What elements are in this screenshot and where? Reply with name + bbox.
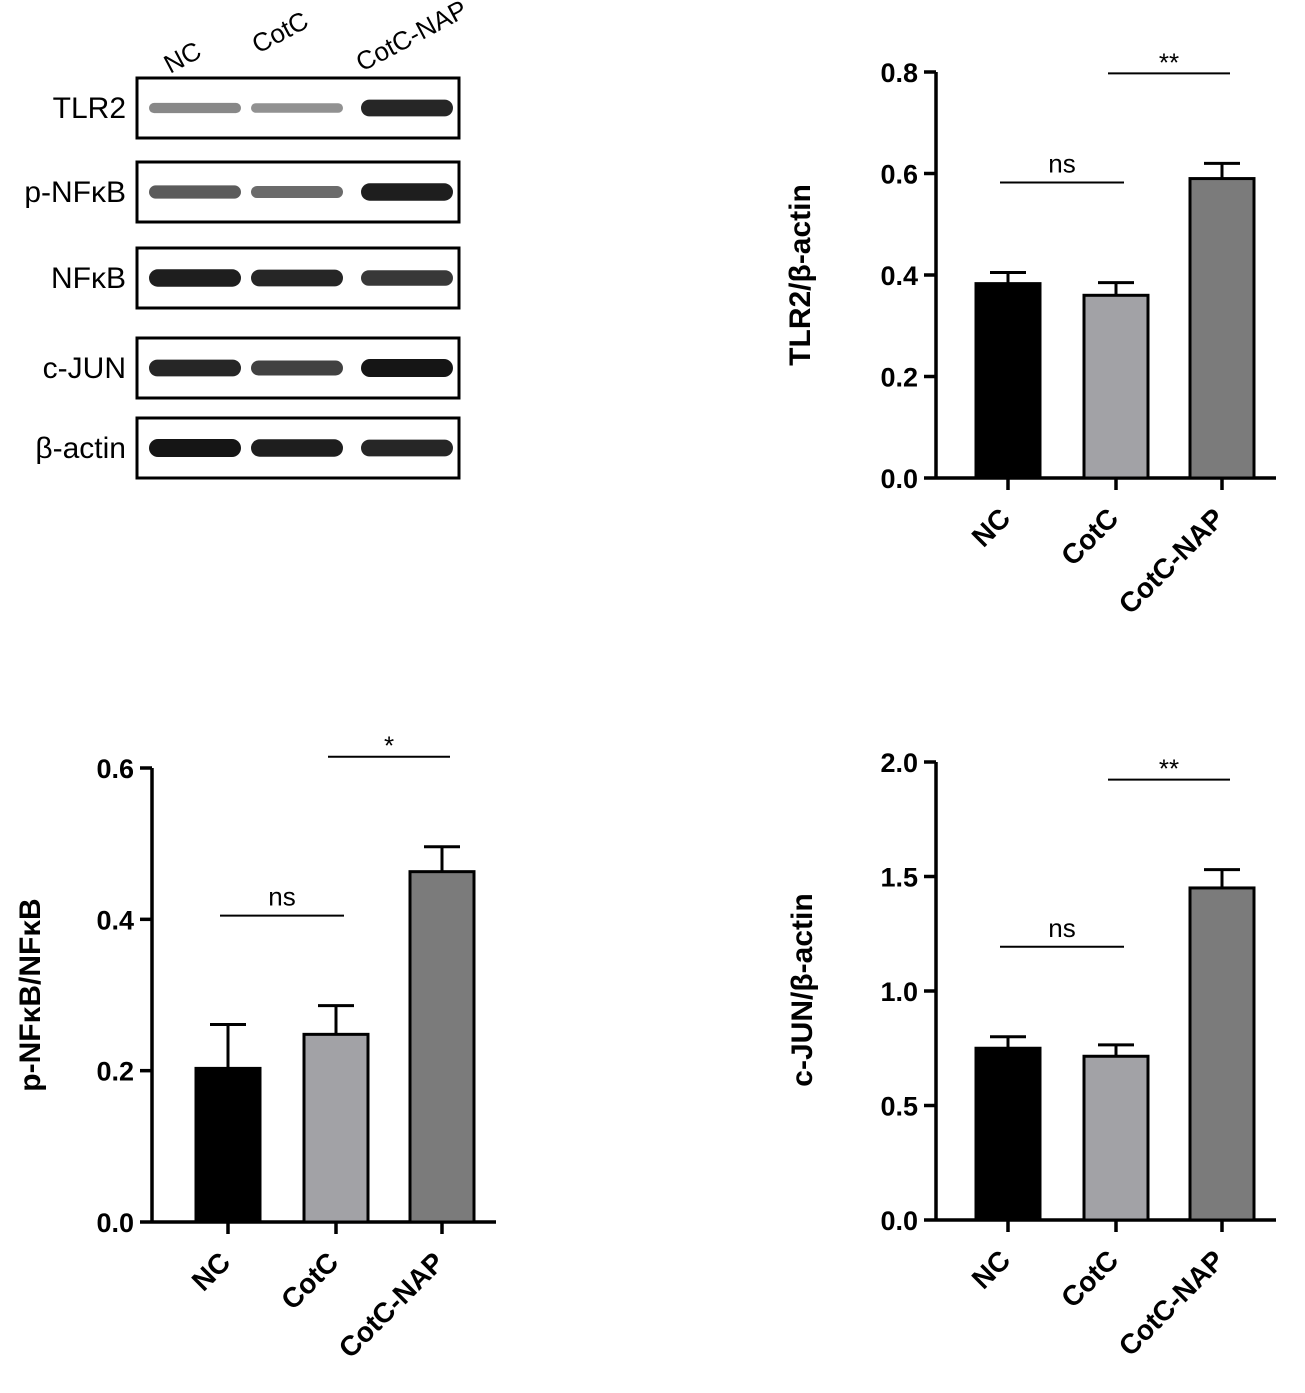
bar-cotc-nap <box>1188 886 1256 1222</box>
wb-band <box>149 359 241 377</box>
western-blot-panel: NC CotC CotC-NAP TLR2 p-NFκB NFκB c-JUN β-actin <box>24 0 472 480</box>
y-tick-label: 0.6 <box>880 160 918 190</box>
x-tick-label-nc: NC <box>966 1244 1017 1295</box>
y-tick-label: 2.0 <box>880 748 918 778</box>
wb-row-label-nf-b: NFκB <box>51 262 126 295</box>
y-axis-title: c-JUN/β-actin <box>786 893 819 1086</box>
y-axis-title: TLR2/β-actin <box>784 184 817 366</box>
y-tick-label: 0.2 <box>96 1057 134 1087</box>
x-tick-label-cotc: CotC <box>275 1246 344 1315</box>
wb-band <box>361 99 453 117</box>
bar-nc <box>974 1046 1042 1222</box>
x-tick-label-cotc-nap: CotC-NAP <box>1113 502 1231 620</box>
bar-nc <box>194 1066 262 1224</box>
x-tick-label-cotc: CotC <box>1055 502 1124 571</box>
bar-nc <box>974 282 1042 480</box>
significance-label: * <box>384 731 394 761</box>
significance-label: ** <box>1159 47 1179 77</box>
bar-cotc-nap <box>408 870 476 1224</box>
c-jun-bar-chart: 0.0 0.5 1.0 1.5 2.0 c-JUN/β-actin NC CotCCotC-N… <box>786 748 1276 1362</box>
wb-band <box>251 269 343 287</box>
y-tick-label: 1.5 <box>880 863 918 893</box>
wb-row-label-tlr2: TLR2 <box>53 92 126 125</box>
y-tick-label: 0.0 <box>880 1206 918 1236</box>
x-tick-label-cotc-nap: CotC-NAP <box>1113 1244 1231 1362</box>
y-tick-label: 0.4 <box>96 905 134 935</box>
x-tick-label-cotc: CotC <box>1055 1244 1124 1313</box>
wb-band <box>149 439 241 457</box>
x-tick-label-nc: NC <box>966 502 1017 553</box>
wb-band <box>149 185 241 199</box>
significance-label: ns <box>1048 913 1075 943</box>
y-tick-label: 0.0 <box>96 1208 134 1238</box>
significance-label: ns <box>1048 148 1075 178</box>
wb-row-label-actin: β-actin <box>35 432 126 465</box>
wb-band <box>251 360 343 376</box>
y-tick-label: 1.0 <box>880 977 918 1007</box>
wb-lane-label-nc: NC <box>159 35 206 79</box>
wb-band <box>251 103 343 113</box>
wb-band <box>361 270 453 286</box>
wb-band <box>361 183 453 201</box>
wb-row-label-c-jun: c-JUN <box>43 352 126 385</box>
significance-label: ns <box>268 882 295 912</box>
x-tick-label-nc: NC <box>186 1246 237 1297</box>
wb-band <box>361 439 453 457</box>
y-tick-label: 0.4 <box>880 261 918 291</box>
wb-band <box>361 359 453 377</box>
y-tick-label: 0.2 <box>880 363 918 393</box>
wb-band <box>149 269 241 287</box>
bar-cotc <box>1082 293 1150 480</box>
wb-lane-label-cotc: CotC <box>247 5 313 59</box>
y-tick-label: 0.0 <box>880 464 918 494</box>
wb-lane-label-cotc-nap: CotC-NAP <box>351 0 472 77</box>
bar-cotc <box>302 1032 370 1224</box>
wb-band <box>251 186 343 198</box>
wb-band <box>251 439 343 457</box>
wb-row-label-p-nf-b: p-NFκB <box>24 176 126 209</box>
significance-label: ** <box>1159 754 1179 784</box>
y-tick-label: 0.5 <box>880 1092 918 1122</box>
y-tick-label: 0.8 <box>880 58 918 88</box>
bar-cotc <box>1082 1054 1150 1222</box>
y-axis-title: p-NFκB/NFκB <box>14 898 47 1091</box>
wb-band <box>149 102 241 114</box>
x-tick-label-cotc-nap: CotC-NAP <box>333 1246 451 1364</box>
y-tick-label: 0.6 <box>96 754 134 784</box>
bar-cotc-nap <box>1188 177 1256 480</box>
tlr2-bar-chart: 0.0 0.2 0.4 0.6 0.8 TLR2/β-actin NC CotCCotC-NA… <box>784 47 1276 620</box>
